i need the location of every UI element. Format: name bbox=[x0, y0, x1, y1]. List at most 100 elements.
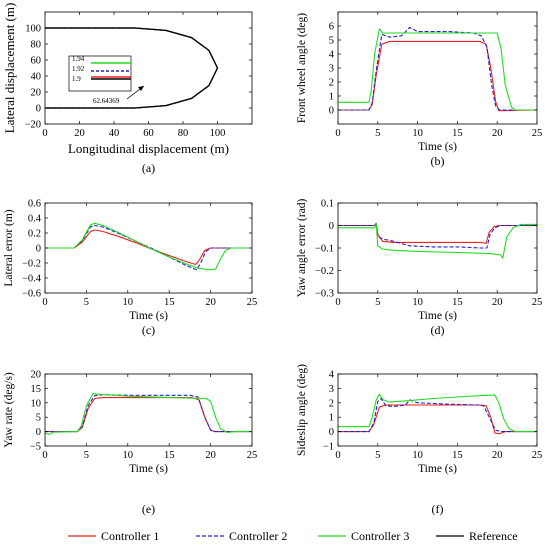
y-tick-label: −0.4 bbox=[22, 274, 42, 285]
y-axis-label: Yaw angle error (rad) bbox=[296, 198, 308, 297]
x-tick-label: 10 bbox=[412, 297, 423, 308]
y-tick-label: −0.2 bbox=[315, 266, 334, 277]
panel-caption: (c) bbox=[142, 323, 155, 337]
series-line-controller2 bbox=[338, 397, 537, 433]
inset-frame bbox=[68, 55, 132, 92]
series-line-controller1 bbox=[338, 404, 537, 435]
x-tick-label: 60 bbox=[143, 128, 154, 139]
legend: Controller 1 Controller 2 Controller 3 Refe… bbox=[68, 529, 518, 543]
x-tick-label: 40 bbox=[109, 128, 120, 139]
x-tick-label: 15 bbox=[452, 297, 463, 308]
x-tick-label: 20 bbox=[492, 297, 503, 308]
x-tick-label: 5 bbox=[375, 450, 380, 461]
series-line-reference bbox=[45, 27, 219, 109]
series-group bbox=[338, 26, 537, 112]
x-axis-label: Time (s) bbox=[129, 310, 168, 322]
y-tick-label: 40 bbox=[31, 72, 42, 83]
y-tick-label: 4 bbox=[329, 370, 335, 381]
y-tick-label: 0 bbox=[329, 106, 334, 117]
x-tick-label: 10 bbox=[412, 128, 423, 139]
y-tick-label: −0.1 bbox=[315, 244, 334, 255]
y-tick-label: 0.2 bbox=[28, 229, 41, 240]
x-tick-label: 100 bbox=[210, 128, 226, 139]
axes-frame bbox=[44, 373, 253, 447]
y-tick-label: 1 bbox=[329, 413, 334, 424]
inset-tick-label: 1.92 bbox=[72, 65, 85, 73]
x-tick-label: 15 bbox=[164, 450, 175, 461]
y-tick-label: −0.2 bbox=[22, 259, 41, 270]
y-tick-label: −20 bbox=[25, 120, 41, 131]
y-tick-label: 0 bbox=[36, 104, 41, 115]
y-tick-label: 0 bbox=[36, 427, 41, 438]
legend-label: Controller 2 bbox=[229, 529, 287, 543]
y-axis-label: Front wheel angle (deg) bbox=[296, 13, 308, 123]
series-group bbox=[338, 222, 537, 259]
y-tick-label: 0 bbox=[36, 244, 41, 255]
panel-caption: (a) bbox=[142, 161, 155, 175]
y-tick-label: −1 bbox=[323, 442, 334, 453]
legend-label: Controller 1 bbox=[101, 529, 159, 543]
x-tick-label: 5 bbox=[84, 450, 89, 461]
x-tick-label: 20 bbox=[205, 297, 216, 308]
x-tick-label: 25 bbox=[532, 297, 543, 308]
series-line-controller3 bbox=[338, 28, 537, 111]
y-tick-label: 100 bbox=[25, 24, 41, 35]
y-tick-label: 3 bbox=[329, 64, 334, 75]
x-tick-label: 25 bbox=[247, 297, 258, 308]
inset-arrow-head bbox=[138, 86, 144, 91]
series-group bbox=[45, 222, 252, 271]
x-tick-label: 5 bbox=[84, 297, 89, 308]
y-tick-label: 20 bbox=[31, 88, 42, 99]
series-line-controller2 bbox=[338, 26, 537, 111]
series-line-controller3 bbox=[338, 222, 537, 259]
x-tick-label: 25 bbox=[532, 450, 543, 461]
series-line-controller3 bbox=[45, 222, 252, 271]
y-tick-label: 5 bbox=[36, 413, 41, 424]
inset-annotation: 62.64369 bbox=[93, 97, 120, 105]
series-line-controller3 bbox=[45, 393, 252, 436]
y-tick-label: 0.6 bbox=[28, 199, 41, 210]
x-tick-label: 15 bbox=[164, 297, 175, 308]
y-axis-label: Lateral displacement (m) bbox=[2, 3, 17, 134]
y-tick-label: 6 bbox=[329, 22, 334, 33]
x-tick-label: 25 bbox=[532, 128, 543, 139]
x-tick-label: 10 bbox=[412, 450, 423, 461]
x-tick-label: 10 bbox=[123, 297, 134, 308]
x-axis-label: Time (s) bbox=[418, 141, 457, 153]
x-tick-label: 0 bbox=[335, 128, 340, 139]
y-tick-label: 2 bbox=[329, 398, 334, 409]
x-tick-label: 20 bbox=[492, 128, 503, 139]
y-tick-label: 0.4 bbox=[28, 214, 42, 225]
x-tick-label: 0 bbox=[42, 128, 47, 139]
y-tick-label: 60 bbox=[31, 56, 42, 67]
y-tick-label: 10 bbox=[31, 398, 42, 409]
panel-b: 0 5 10 15 20 25 0 1 2 3 4 5 6 Time (s) Front wheel ang… bbox=[296, 11, 543, 168]
panel-a: 0 20 40 60 80 100−20020406080100Longitudinal … bbox=[2, 3, 253, 175]
y-tick-label: −0.3 bbox=[315, 289, 334, 300]
y-tick-label: 0 bbox=[329, 427, 334, 438]
x-tick-label: 20 bbox=[74, 128, 85, 139]
panel-caption: (e) bbox=[142, 502, 155, 516]
x-axis-label: Time (s) bbox=[418, 463, 457, 475]
y-tick-label: 15 bbox=[31, 384, 42, 395]
y-axis-label: Lateral error (m) bbox=[3, 209, 15, 286]
inset-tick-label: 1.9 bbox=[72, 75, 81, 83]
y-tick-label: −0.6 bbox=[22, 289, 41, 300]
x-axis-label: Longitudinal displacement (m) bbox=[68, 141, 229, 156]
panel-caption: (f) bbox=[432, 502, 444, 516]
series-line-controller3 bbox=[338, 393, 537, 433]
panel-caption: (b) bbox=[431, 154, 445, 168]
x-tick-label: 0 bbox=[42, 450, 47, 461]
y-tick-label: 20 bbox=[31, 370, 42, 381]
y-tick-label: 80 bbox=[31, 40, 42, 51]
series-line-controller2 bbox=[45, 394, 252, 433]
y-axis-label: Sideslip angle (deg) bbox=[296, 364, 308, 456]
y-tick-label: 0.1 bbox=[321, 199, 334, 210]
x-tick-label: 0 bbox=[42, 297, 47, 308]
series-group bbox=[45, 27, 219, 109]
axes-frame bbox=[337, 373, 538, 447]
x-tick-label: 20 bbox=[205, 450, 216, 461]
